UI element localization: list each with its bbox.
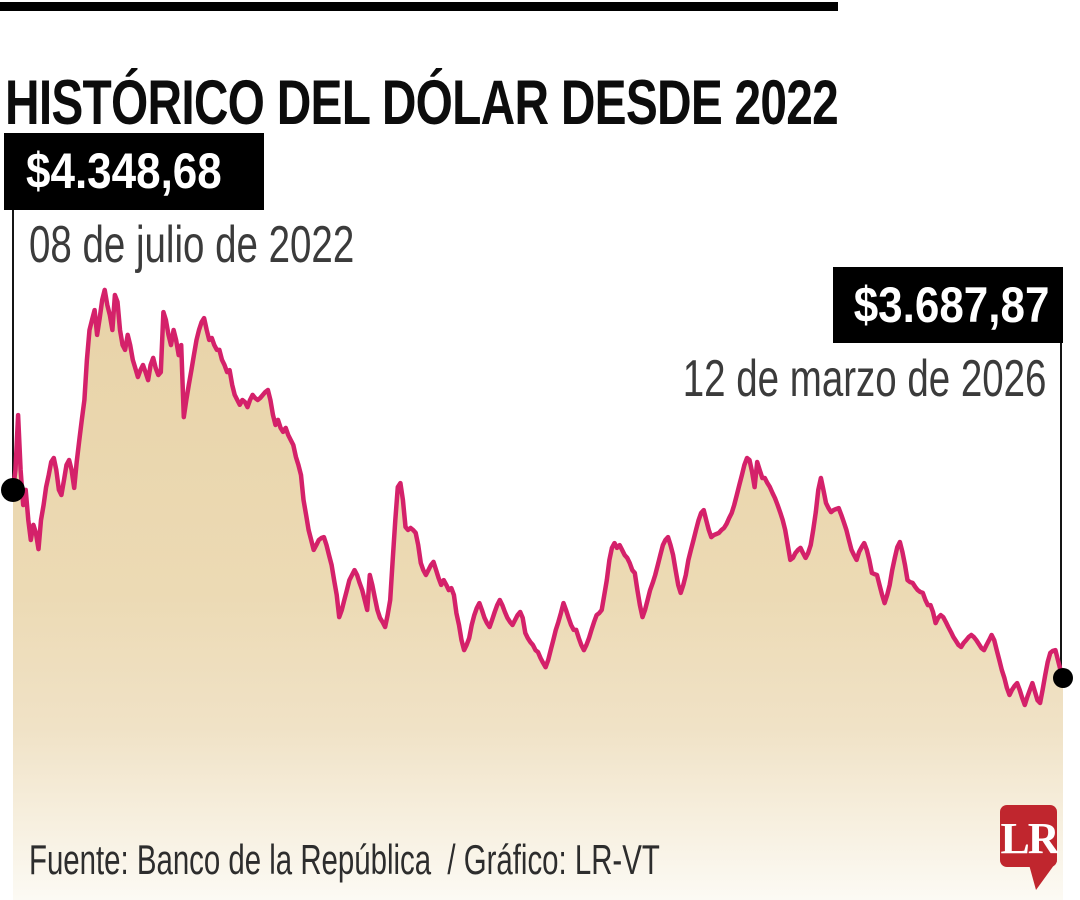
price-line xyxy=(10,287,1066,708)
area-fill xyxy=(13,289,1063,900)
start-value-text: $4.348,68 xyxy=(26,143,222,199)
start-date-label: 08 de julio de 2022 xyxy=(29,216,355,274)
end-connector-line xyxy=(1060,343,1062,673)
end-point-dot xyxy=(1053,668,1073,688)
end-date-label: 12 de marzo de 2026 xyxy=(682,350,1046,408)
logo-bubble xyxy=(1000,805,1057,867)
source-credit: Fuente: Banco de la República / Gráfico:… xyxy=(29,836,660,883)
start-point-dot xyxy=(1,478,25,502)
lr-logo: LR xyxy=(1000,805,1058,890)
start-value-badge: $4.348,68 xyxy=(4,133,264,210)
end-value-badge: $3.687,87 xyxy=(833,267,1063,343)
logo-bubble-tail xyxy=(1028,861,1057,890)
page-title: HISTÓRICO DEL DÓLAR DESDE 2022 xyxy=(5,68,839,139)
top-accent-bar xyxy=(0,2,838,11)
end-value-text: $3.687,87 xyxy=(853,277,1049,333)
logo-letters: LR xyxy=(1000,814,1058,863)
start-connector-line xyxy=(12,210,14,488)
